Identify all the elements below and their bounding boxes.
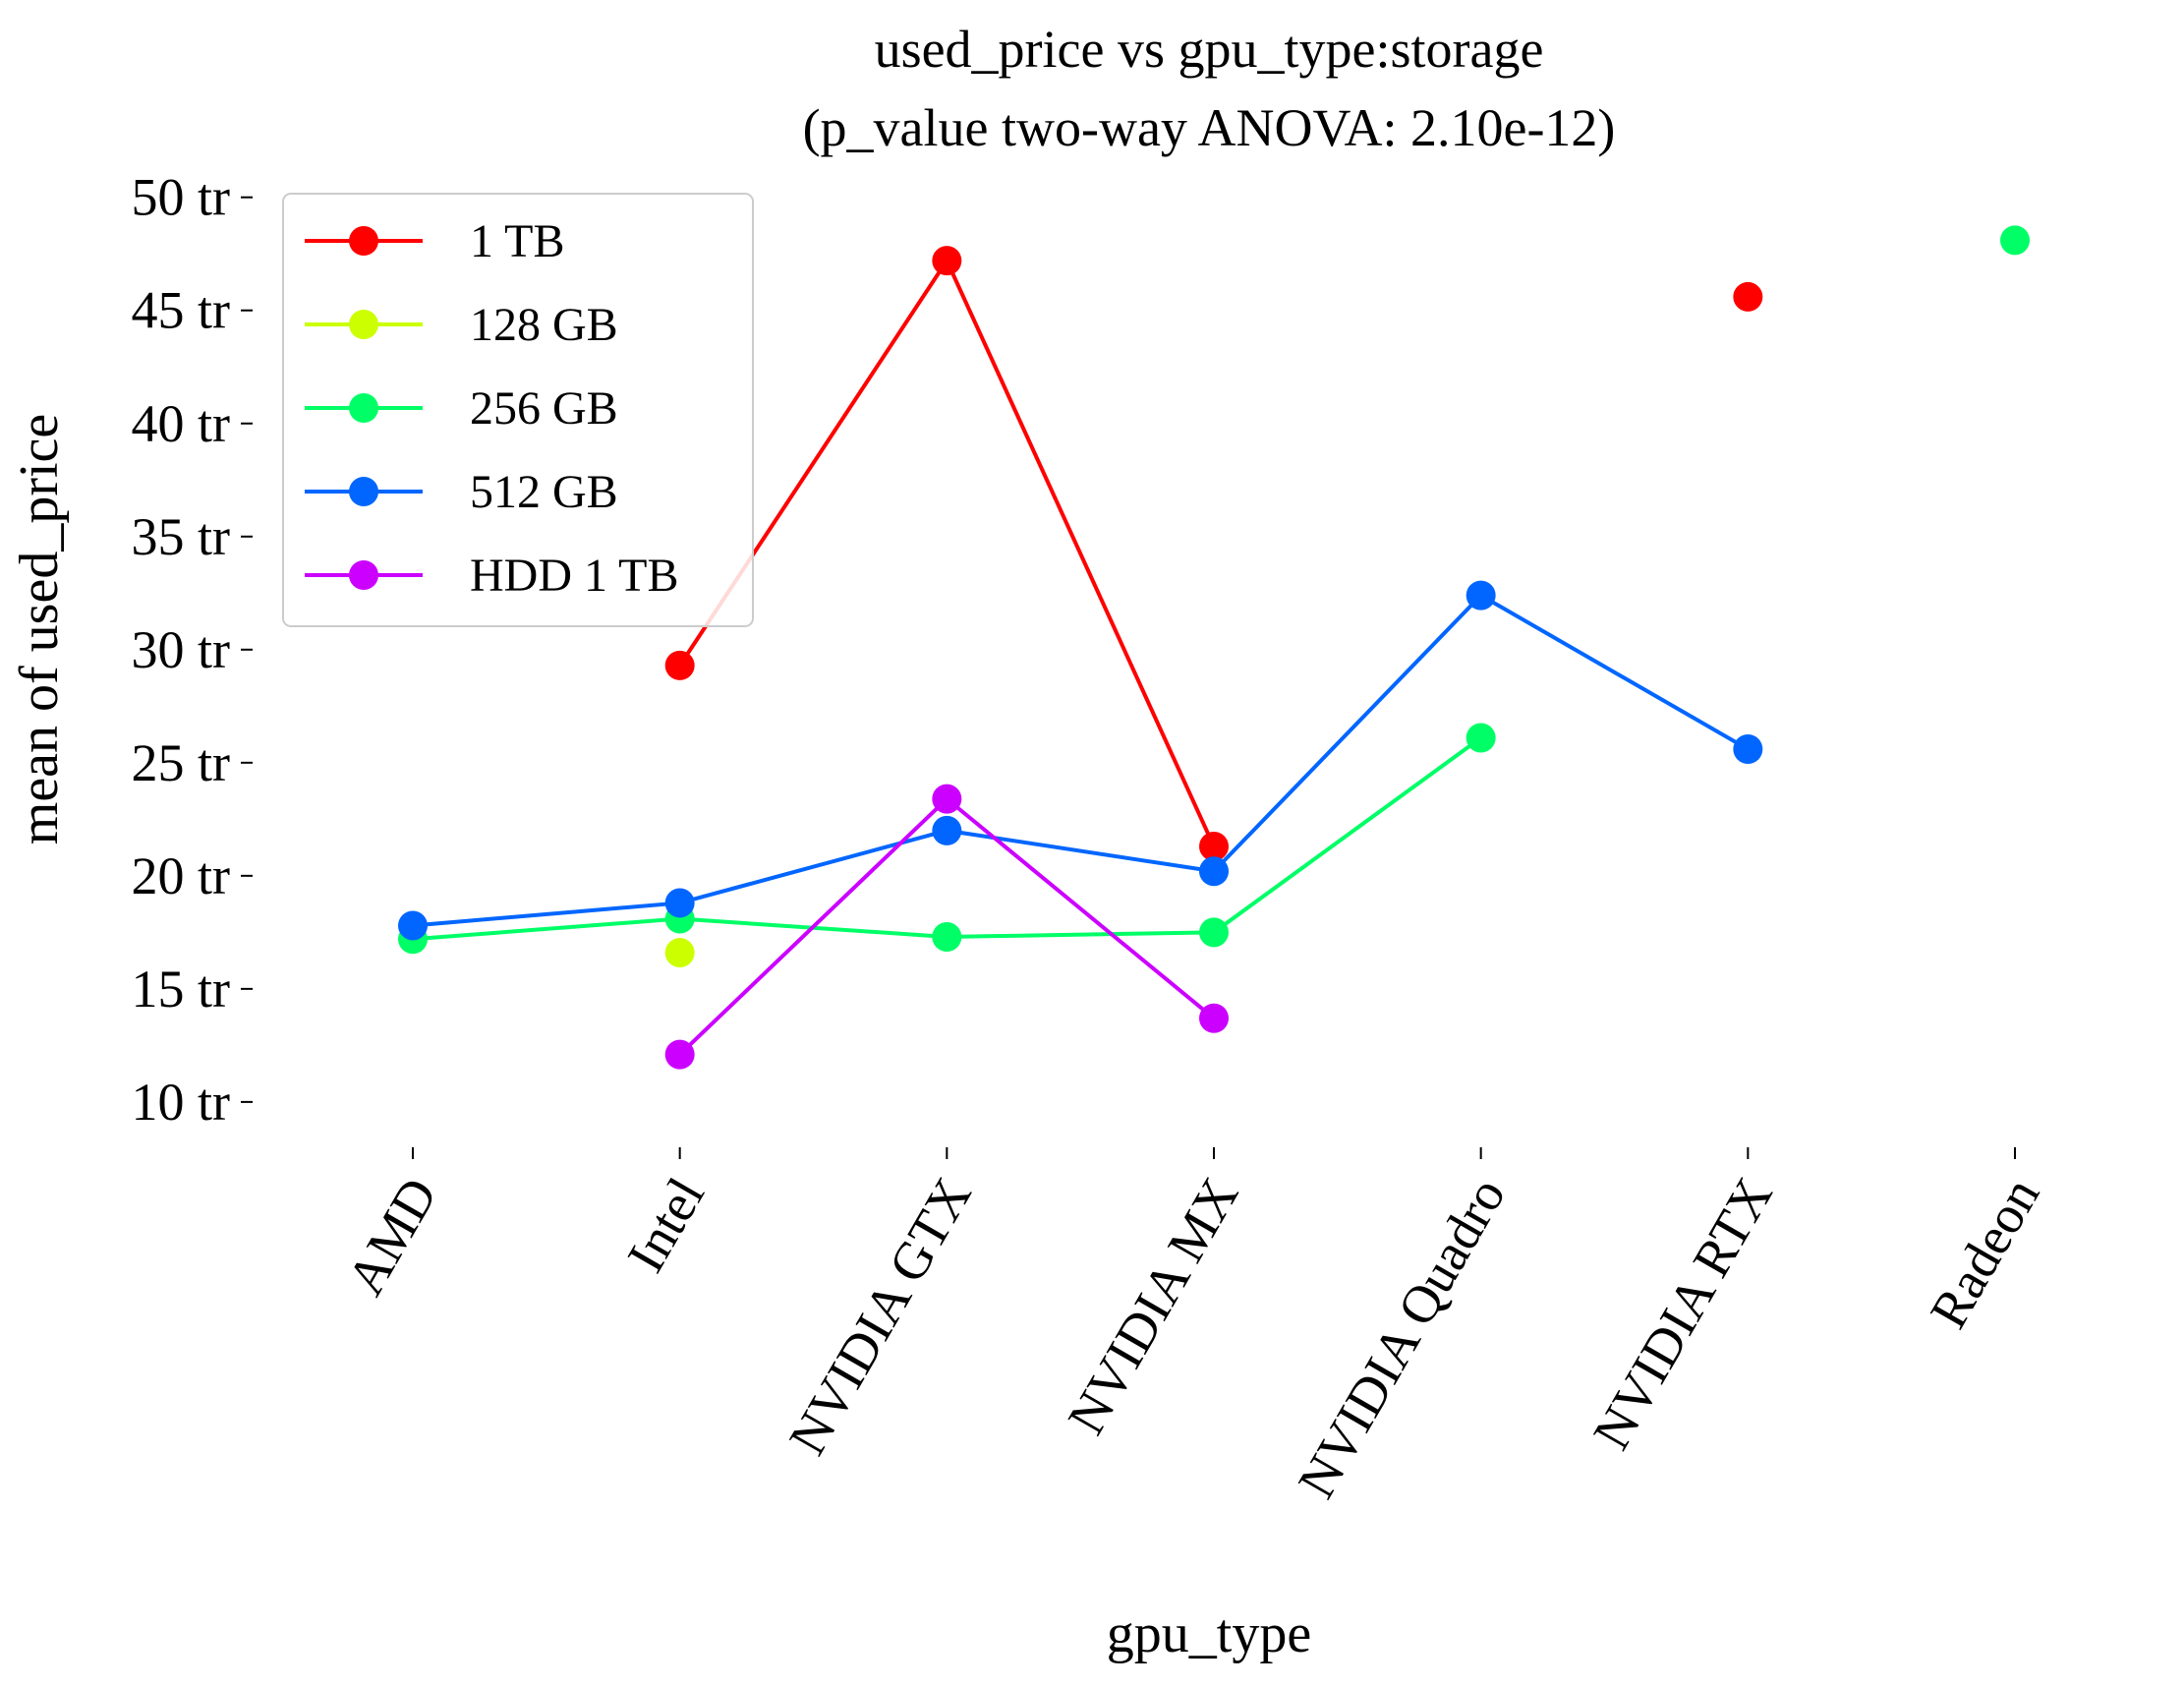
chart-title: used_price vs gpu_type:storage bbox=[875, 20, 1544, 79]
data-point bbox=[1466, 723, 1496, 753]
data-point bbox=[1466, 580, 1496, 611]
x-tick-label: NVIDIA Quadro bbox=[1287, 1168, 1517, 1508]
y-tick-label: 15 tr bbox=[132, 960, 231, 1019]
data-point bbox=[932, 784, 962, 814]
y-tick-label: 35 tr bbox=[132, 507, 231, 566]
data-point bbox=[932, 815, 962, 845]
legend-marker bbox=[349, 310, 378, 339]
legend-marker bbox=[349, 393, 378, 423]
data-point bbox=[1733, 281, 1763, 312]
chart-subtitle: (p_value two-way ANOVA: 2.10e-12) bbox=[803, 98, 1616, 157]
series-group bbox=[664, 938, 695, 968]
y-tick-label: 25 tr bbox=[132, 733, 231, 792]
data-point bbox=[664, 938, 695, 968]
series-line bbox=[412, 593, 1750, 928]
data-point bbox=[664, 888, 695, 918]
data-point bbox=[1199, 917, 1229, 948]
legend-marker bbox=[349, 560, 378, 590]
data-point bbox=[1199, 1003, 1229, 1033]
x-axis-label: gpu_type bbox=[1107, 1603, 1311, 1664]
data-point bbox=[1199, 856, 1229, 887]
x-tick-label: NVIDIA RTX bbox=[1581, 1168, 1784, 1459]
y-tick-label: 40 tr bbox=[132, 394, 231, 453]
legend-label: 256 GB bbox=[470, 382, 618, 435]
x-tick-label: AMD bbox=[335, 1168, 448, 1305]
y-axis: 10 tr 15 tr 20 tr 25 tr 30 tr 35 tr 40 tr 45 tr… bbox=[132, 168, 253, 1132]
series-group bbox=[398, 580, 1763, 941]
series-group bbox=[664, 246, 1763, 861]
legend-box bbox=[282, 193, 754, 627]
series-layer bbox=[398, 225, 2030, 1070]
data-point bbox=[2000, 225, 2030, 256]
x-tick-label: Radeon bbox=[1919, 1168, 2050, 1338]
data-point bbox=[664, 650, 695, 680]
x-axis: AMD Intel NVIDIA GTX NVIDIA MX NVIDIA Quadro… bbox=[335, 1147, 2050, 1508]
series-line bbox=[677, 256, 1216, 847]
x-tick-label: Intel bbox=[616, 1168, 716, 1282]
y-tick-label: 10 tr bbox=[132, 1073, 231, 1132]
legend-marker bbox=[349, 226, 378, 256]
legend: 1 TB 128 GB 256 GB 512 GB HDD 1 TB bbox=[282, 193, 754, 627]
data-point bbox=[932, 246, 962, 276]
data-point bbox=[932, 921, 962, 952]
series-group bbox=[664, 784, 1229, 1070]
legend-marker bbox=[349, 477, 378, 506]
legend-label: 512 GB bbox=[470, 466, 618, 518]
data-point bbox=[1733, 734, 1763, 765]
x-tick-label: NVIDIA MX bbox=[1057, 1168, 1250, 1444]
y-tick-label: 45 tr bbox=[132, 281, 231, 340]
y-axis-label: mean of used_price bbox=[9, 414, 70, 844]
x-tick-label: NVIDIA GTX bbox=[777, 1168, 983, 1464]
legend-label: HDD 1 TB bbox=[470, 550, 678, 602]
data-point bbox=[398, 910, 428, 941]
y-tick-label: 20 tr bbox=[132, 846, 231, 905]
data-point bbox=[1199, 831, 1229, 861]
legend-label: 1 TB bbox=[470, 215, 564, 267]
legend-label: 128 GB bbox=[470, 299, 618, 351]
y-tick-label: 30 tr bbox=[132, 620, 231, 679]
data-point bbox=[664, 1039, 695, 1070]
y-tick-label: 50 tr bbox=[132, 168, 231, 227]
